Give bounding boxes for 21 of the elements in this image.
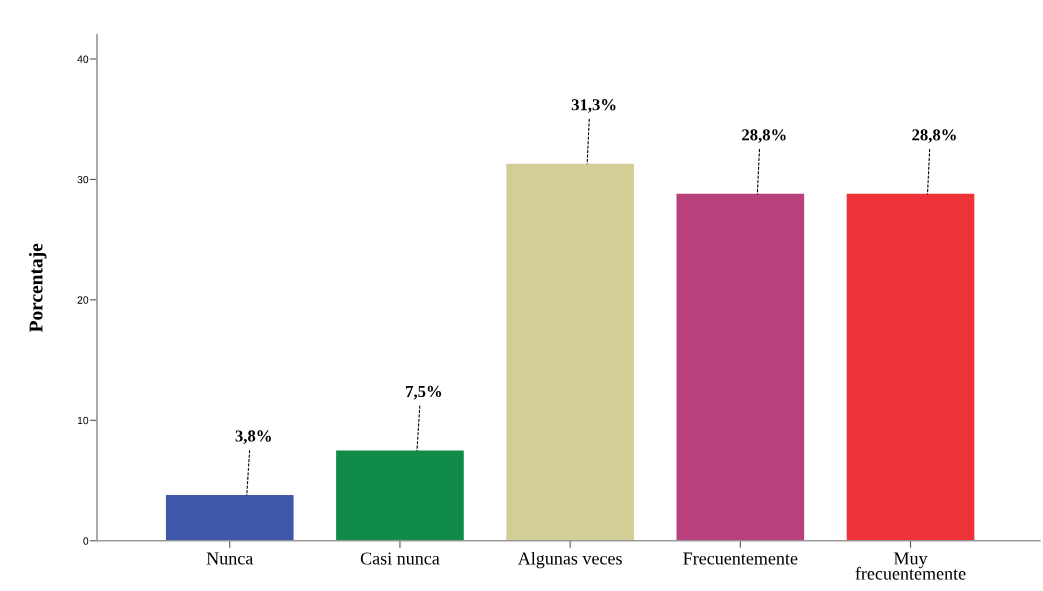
bar bbox=[676, 193, 805, 541]
data-label: 28,8% bbox=[742, 129, 786, 143]
data-label: 3,8% bbox=[235, 430, 271, 445]
y-tick-label: 40 bbox=[77, 55, 89, 63]
y-tick-label: 20 bbox=[77, 296, 89, 304]
bar bbox=[506, 163, 634, 541]
x-tick-label: Frecuentemente bbox=[683, 552, 798, 565]
y-tick-label: 10 bbox=[77, 416, 89, 425]
bar bbox=[846, 193, 975, 541]
y-tick-label: 30 bbox=[77, 175, 89, 184]
data-label: 31,3% bbox=[571, 99, 616, 113]
x-tick-label: Muy frecuentemente bbox=[855, 552, 966, 580]
x-tick-label: Casi nunca bbox=[360, 552, 440, 565]
data-label: 28,8% bbox=[912, 129, 956, 143]
x-tick-label: Algunas veces bbox=[517, 551, 622, 569]
y-tick-label: 0 bbox=[83, 537, 89, 545]
x-tick-label: Nunca bbox=[206, 552, 254, 565]
bar bbox=[165, 494, 294, 541]
y-axis-title: Porcentaje bbox=[28, 243, 47, 333]
bar bbox=[336, 450, 464, 541]
data-label: 7,5% bbox=[406, 385, 442, 400]
